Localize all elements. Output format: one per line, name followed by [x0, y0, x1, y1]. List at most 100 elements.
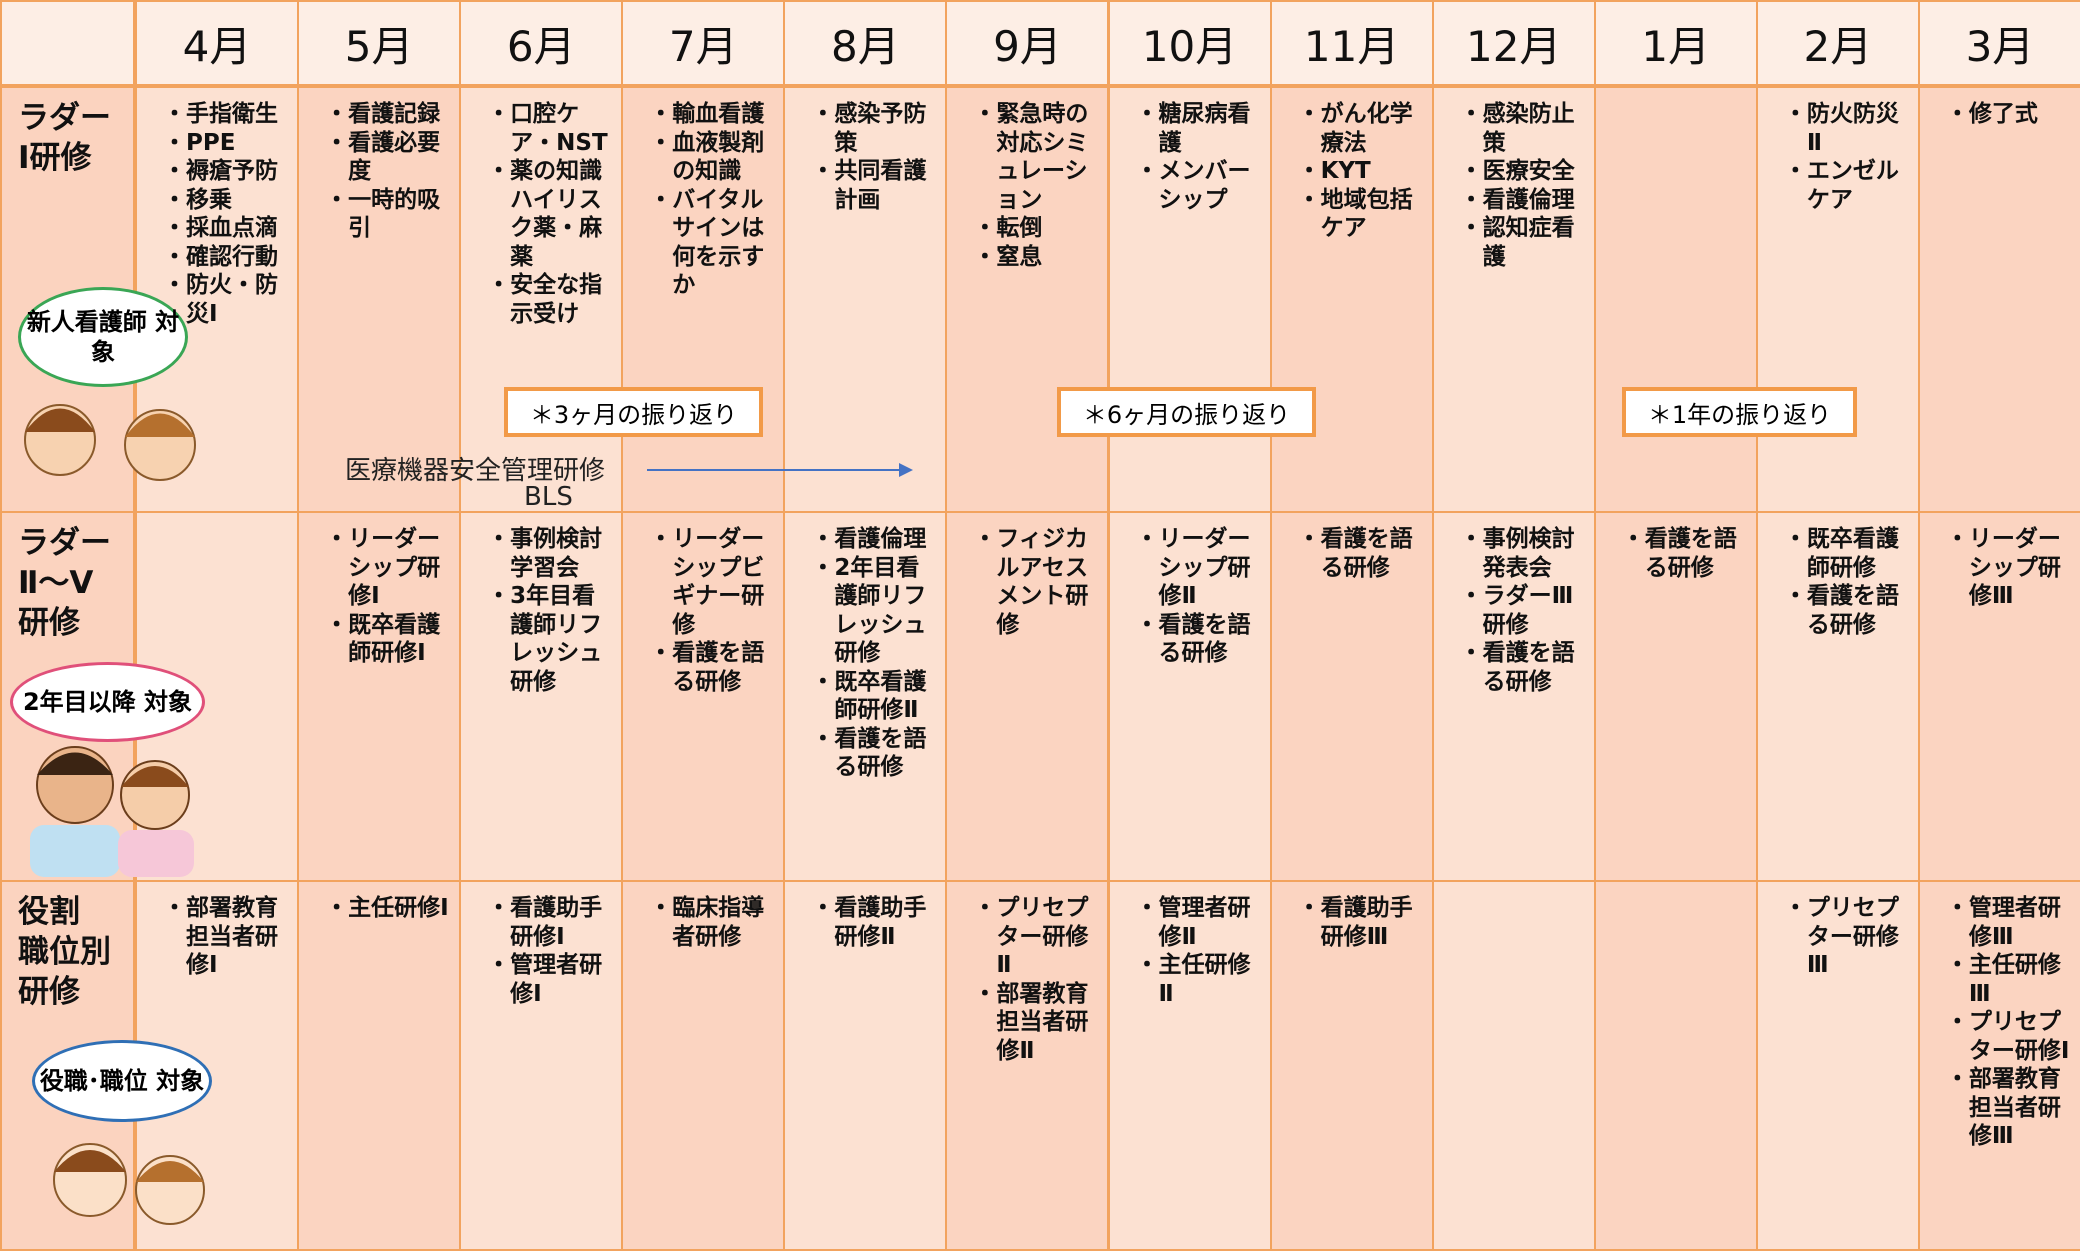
- training-item: ・看護倫理: [1459, 186, 1575, 213]
- device-training: 医療機器安全管理研修: [345, 456, 606, 486]
- training-item: ・ラダーⅢ研修: [1459, 583, 1574, 638]
- month-cell: ・管理者研修Ⅱ ・主任研修Ⅱ: [1107, 880, 1272, 1251]
- training-item: ・事例検討学習会: [487, 526, 603, 581]
- training-item: ・糖尿病看護: [1135, 101, 1251, 156]
- month-cell: ・口腔ケア・NST ・薬の知識ハイリスク薬・麻薬 ・安全な指示受け: [459, 86, 624, 513]
- training-item: ・管理者研修Ⅰ: [487, 952, 603, 1007]
- training-item: ・修了式: [1945, 101, 2038, 127]
- month-cell: ・リーダーシップ研修Ⅰ ・既卒看護師研修Ⅰ: [297, 511, 462, 882]
- month-header: 1月: [1593, 0, 1758, 86]
- training-item: ・主任研修Ⅱ: [1135, 952, 1251, 1007]
- training-item: ・管理者研修Ⅱ: [1135, 895, 1251, 950]
- training-item: ・既卒看護師研修Ⅱ: [811, 668, 927, 724]
- training-item: ・確認行動: [163, 243, 278, 270]
- training-item: ・バイタルサインは何を示すか: [649, 186, 765, 299]
- training-item: ・フィジカルアセスメント研修: [973, 526, 1089, 638]
- month-header: 7月: [621, 0, 786, 86]
- month-header: 4月: [135, 0, 300, 86]
- training-item: ・緊急時の対応シミュレーション: [973, 101, 1089, 213]
- training-item: ・管理者研修Ⅲ: [1945, 895, 2061, 950]
- review-box: ＊3ヶ月の振り返り: [504, 387, 763, 437]
- training-item: ・リーダーシップ研修Ⅰ: [325, 526, 441, 609]
- month-header: 12月: [1431, 0, 1596, 86]
- training-item: ・感染予防策: [811, 101, 927, 156]
- training-item: ・エンゼルケア: [1783, 158, 1899, 213]
- training-item: ・リーダーシップ研修Ⅲ: [1945, 526, 2061, 609]
- month-cell: ・感染防止策 ・医療安全 ・看護倫理 ・認知症看護: [1431, 86, 1596, 513]
- training-item: ・がん化学療法: [1297, 101, 1413, 156]
- month-cell: ・フィジカルアセスメント研修: [945, 511, 1110, 882]
- training-item: ・看護を語る研修: [1621, 526, 1737, 581]
- training-item: ・血液製剤の知識: [649, 129, 765, 185]
- month-cell: [1593, 880, 1758, 1251]
- month-cell: ・看護倫理 ・2年目看護師リフレッシュ研修 ・既卒看護師研修Ⅱ ・看護を語る研修: [783, 511, 948, 882]
- month-cell: ・感染予防策 ・共同看護計画: [783, 86, 948, 513]
- bls-label: BLS: [524, 482, 573, 512]
- training-item: ・3年目看護師リフレッシュ研修: [487, 583, 603, 695]
- training-item: ・防火・防災Ⅰ: [163, 272, 278, 327]
- training-item: ・看護を語る研修: [811, 725, 927, 781]
- training-item: ・防火防災Ⅱ: [1783, 101, 1899, 156]
- month-cell: ・リーダーシップ研修Ⅱ ・看護を語る研修: [1107, 511, 1272, 882]
- training-item: ・感染防止策: [1459, 101, 1575, 156]
- training-item: ・看護を語る研修: [1135, 611, 1251, 667]
- month-cell: ・リーダーシップビギナー研修 ・看護を語る研修: [621, 511, 786, 882]
- training-item: ・看護を語る研修: [1783, 583, 1899, 638]
- month-cell: ・既卒看護師研修 ・看護を語る研修: [1755, 511, 1920, 882]
- month-header: 8月: [783, 0, 948, 86]
- training-item: ・看護を語る研修: [1459, 640, 1575, 695]
- month-cell: ・看護助手研修Ⅲ: [1269, 880, 1434, 1251]
- month-header: 5月: [297, 0, 462, 86]
- training-item: ・医療安全: [1459, 158, 1575, 184]
- month-header: 3月: [1917, 0, 2080, 86]
- training-item: ・主任研修Ⅲ: [1945, 952, 2061, 1007]
- training-item: ・移乗: [163, 186, 232, 213]
- training-item: ・看護助手研修Ⅰ: [487, 895, 603, 950]
- month-cell: [1431, 880, 1596, 1251]
- training-item: ・一時的吸引: [325, 186, 441, 242]
- training-item: ・手指衛生: [163, 101, 278, 127]
- month-cell: ・手指衛生 ・PPE ・褥瘡予防 ・移乗 ・採血点滴 ・確認行動 ・防火・防災Ⅰ: [135, 86, 300, 513]
- training-item: ・窒息: [973, 243, 1043, 270]
- month-cell: ・臨床指導者研修: [621, 880, 786, 1251]
- month-cell: ・看護を語る研修: [1593, 511, 1758, 882]
- month-cell: ・プリセプター研修Ⅱ ・部署教育担当者研修Ⅱ: [945, 880, 1110, 1251]
- training-item: ・プリセプター研修Ⅲ: [1783, 895, 1899, 978]
- month-cell: ・輸血看護 ・血液製剤の知識 ・バイタルサインは何を示すか: [621, 86, 786, 513]
- month-cell: ・看護を語る研修: [1269, 511, 1434, 882]
- training-item: ・看護記録: [325, 101, 441, 127]
- training-item: ・共同看護計画: [811, 158, 927, 213]
- training-item: ・看護倫理: [811, 526, 927, 552]
- training-item: ・部署教育担当者研修Ⅰ: [163, 895, 278, 978]
- training-item: ・部署教育担当者研修Ⅱ: [973, 980, 1089, 1064]
- month-header: 2月: [1755, 0, 1920, 86]
- training-item: ・KYT: [1297, 158, 1371, 184]
- review-box: ＊1年の振り返り: [1622, 387, 1857, 437]
- month-cell: ・リーダーシップ研修Ⅲ: [1917, 511, 2080, 882]
- training-item: ・2年目看護師リフレッシュ研修: [811, 554, 927, 667]
- training-item: ・既卒看護師研修: [1783, 526, 1899, 581]
- audience-bubble: 2年目以降 対象: [10, 662, 205, 742]
- training-item: ・部署教育担当者研修Ⅲ: [1945, 1066, 2061, 1149]
- row-label: 役割 職位別 研修: [18, 894, 111, 1010]
- training-item: ・採血点滴: [163, 215, 278, 241]
- training-item: ・転倒: [973, 215, 1043, 241]
- training-item: ・看護を語る研修: [649, 640, 765, 695]
- month-cell: ・がん化学療法 ・KYT ・地域包括ケア: [1269, 86, 1434, 513]
- training-item: ・看護助手研修Ⅱ: [811, 895, 927, 950]
- training-item: ・プリセプター研修Ⅰ: [1945, 1009, 2070, 1064]
- training-item: ・リーダーシップ研修Ⅱ: [1135, 526, 1251, 609]
- training-item: ・主任研修Ⅰ: [325, 895, 449, 921]
- training-item: ・薬の知識ハイリスク薬・麻薬: [487, 158, 603, 270]
- month-cell: ・事例検討学習会 ・3年目看護師リフレッシュ研修: [459, 511, 624, 882]
- month-cell: ・緊急時の対応シミュレーション ・転倒 ・窒息: [945, 86, 1110, 513]
- month-cell: ・管理者研修Ⅲ ・主任研修Ⅲ ・プリセプター研修Ⅰ ・部署教育担当者研修Ⅲ: [1917, 880, 2080, 1251]
- month-cell: ・防火防災Ⅱ ・エンゼルケア: [1755, 86, 1920, 513]
- training-item: ・看護を語る研修: [1297, 526, 1413, 581]
- training-item: ・認知症看護: [1459, 215, 1575, 270]
- month-cell: ・糖尿病看護 ・メンバーシップ: [1107, 86, 1272, 513]
- month-cell: ・看護記録 ・看護必要度 ・一時的吸引: [297, 86, 462, 513]
- row-label: ラダー Ⅱ～Ⅴ 研修: [18, 525, 111, 641]
- training-item: ・褥瘡予防: [163, 158, 278, 184]
